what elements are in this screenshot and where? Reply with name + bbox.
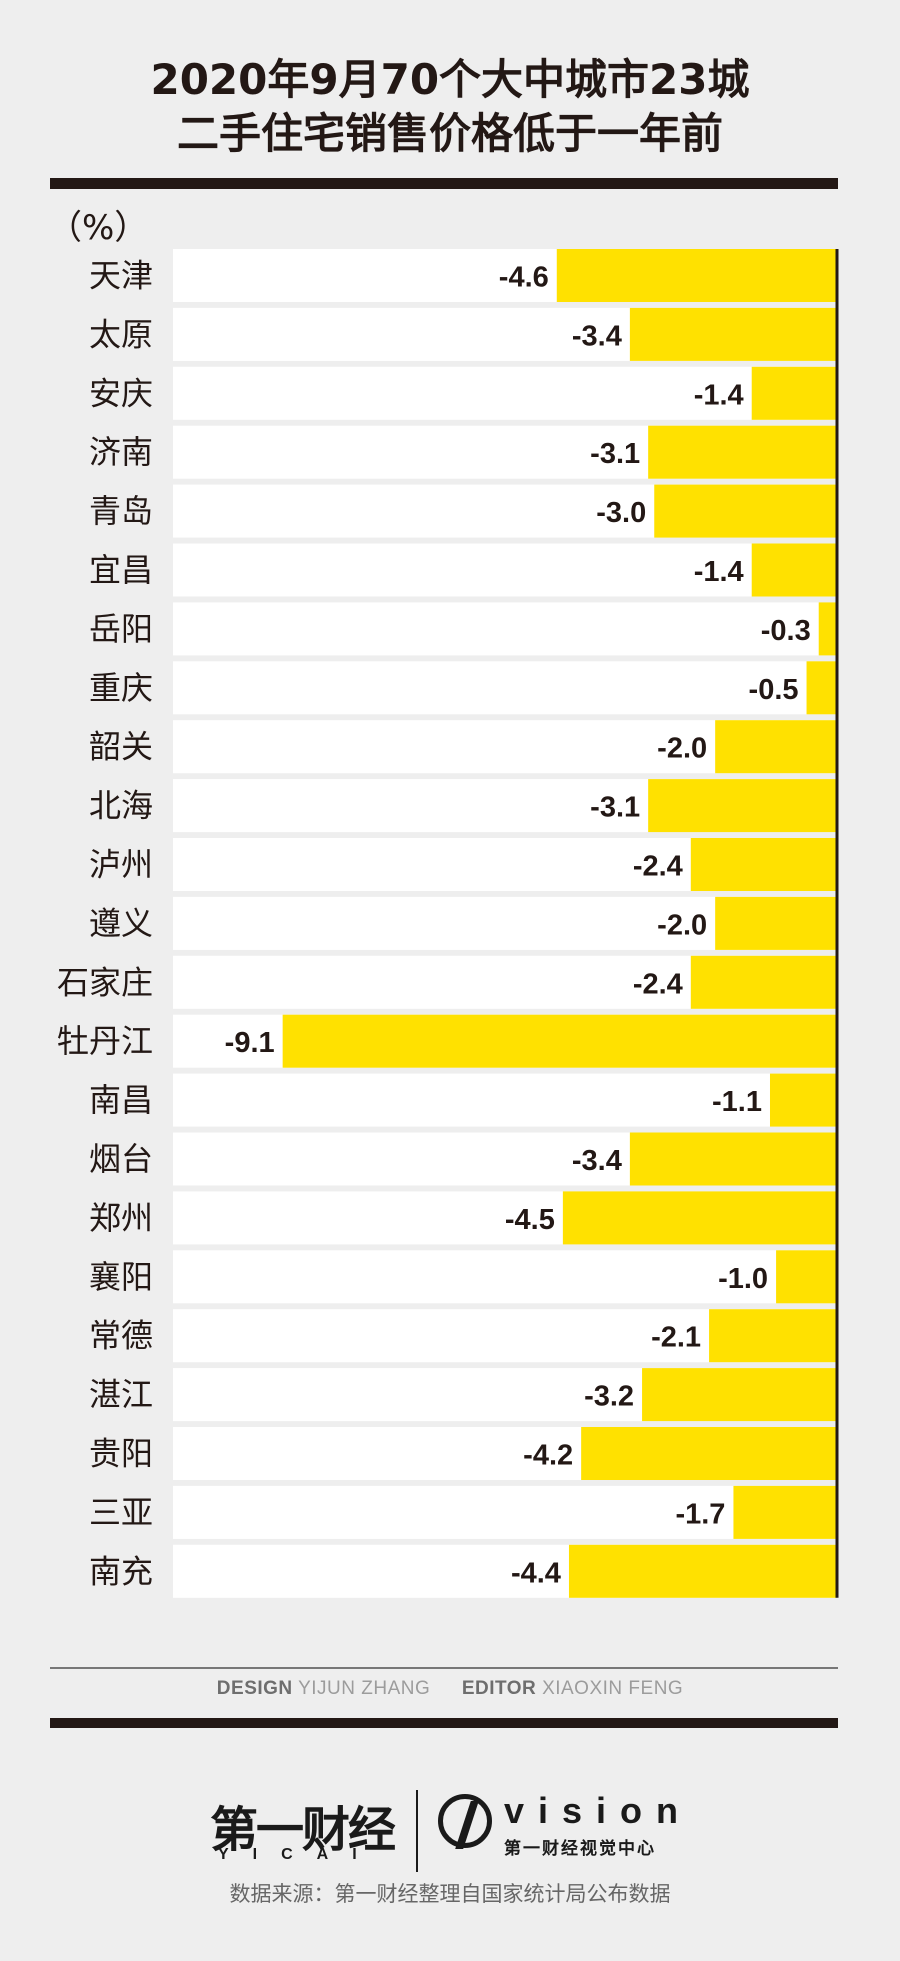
data-label: -3.0 <box>596 497 646 529</box>
row-background <box>173 1073 837 1127</box>
data-label: -1.0 <box>718 1263 768 1295</box>
bar <box>690 955 837 1009</box>
category-label: 济南 <box>89 433 153 471</box>
bar <box>648 779 837 833</box>
data-label: -1.4 <box>694 379 744 411</box>
row-background <box>173 602 837 656</box>
category-label: 南充 <box>89 1552 153 1590</box>
vision-logo-subtitle: 第一财经视觉中心 <box>504 1839 656 1859</box>
row-background <box>173 366 837 420</box>
bar <box>715 720 837 774</box>
category-label: 北海 <box>89 787 153 825</box>
bar <box>282 1014 837 1068</box>
category-label: 烟台 <box>89 1140 153 1178</box>
bar <box>629 307 837 361</box>
bar <box>751 543 837 597</box>
category-label: 襄阳 <box>89 1258 153 1296</box>
data-label: -0.5 <box>749 674 799 706</box>
data-label: -3.1 <box>590 792 640 824</box>
bar <box>709 1309 837 1363</box>
logo-separator <box>416 1790 418 1872</box>
data-label: -3.1 <box>590 438 640 470</box>
bar <box>751 366 837 420</box>
unit-label: （%） <box>48 208 149 248</box>
row-background <box>173 543 837 597</box>
bar <box>818 602 837 656</box>
category-label: 湛江 <box>89 1376 153 1414</box>
data-label: -1.1 <box>712 1086 762 1118</box>
category-label: 太原 <box>89 315 153 353</box>
yicai-logo: 第一财经 <box>210 1802 396 1858</box>
data-label: -2.4 <box>633 968 683 1000</box>
category-label: 牡丹江 <box>57 1022 153 1060</box>
data-label: -4.5 <box>505 1204 555 1236</box>
editor-name: XIAOXIN FENG <box>542 1678 684 1699</box>
title-divider <box>50 178 838 189</box>
bar <box>642 1368 837 1422</box>
data-label: -2.1 <box>651 1322 701 1354</box>
chart-title-line2: 二手住宅销售价格低于一年前 <box>176 109 723 158</box>
data-label: -1.4 <box>694 556 744 588</box>
chart-title-line1: 2020年9月70个大中城市23城 <box>150 55 750 104</box>
category-label: 青岛 <box>89 492 153 530</box>
row-background <box>173 1485 837 1539</box>
data-label: -3.4 <box>572 1145 622 1177</box>
category-label: 重庆 <box>89 669 153 707</box>
bar <box>806 661 837 715</box>
bar <box>581 1427 837 1480</box>
design-label: DESIGN <box>216 1678 293 1699</box>
data-label: -9.1 <box>225 1027 275 1059</box>
bar <box>556 249 837 302</box>
data-source: 数据来源：第一财经整理自国家统计局公布数据 <box>229 1882 671 1906</box>
data-label: -0.3 <box>761 615 811 647</box>
data-label: -4.6 <box>499 262 549 294</box>
yicai-logo-en: YICAI <box>218 1846 381 1863</box>
bottom-divider <box>50 1718 838 1728</box>
data-label: -1.7 <box>675 1498 725 1530</box>
vision-logo-icon <box>438 1794 492 1848</box>
category-label: 韶关 <box>89 728 153 766</box>
data-label: -4.4 <box>511 1557 561 1589</box>
category-label: 三亚 <box>89 1493 153 1531</box>
bar <box>715 896 837 950</box>
credits-line: DESIGN YIJUN ZHANG EDITOR XIAOXIN FENG <box>0 1678 900 1700</box>
category-label: 岳阳 <box>89 610 153 648</box>
category-label: 常德 <box>89 1317 153 1355</box>
category-label: 安庆 <box>89 374 153 412</box>
bar <box>776 1250 837 1304</box>
footer-divider <box>50 1667 838 1669</box>
data-label: -2.0 <box>657 909 707 941</box>
category-label: 南昌 <box>89 1081 153 1119</box>
bar <box>629 1132 837 1186</box>
row-background <box>173 661 837 715</box>
data-label: -4.2 <box>523 1440 573 1472</box>
data-label: -2.0 <box>657 733 707 765</box>
bar <box>568 1544 837 1598</box>
bar <box>733 1485 837 1539</box>
bar <box>654 484 837 538</box>
category-label: 天津 <box>89 257 153 295</box>
category-label: 泸州 <box>89 846 153 884</box>
category-label: 宜昌 <box>89 551 153 589</box>
category-label: 遵义 <box>89 904 153 942</box>
row-background <box>173 1250 837 1304</box>
category-label: 石家庄 <box>57 963 153 1001</box>
bar <box>769 1073 837 1127</box>
bar <box>648 425 837 479</box>
category-label: 郑州 <box>89 1199 153 1237</box>
vision-logo-text: vision <box>504 1790 693 1831</box>
bar <box>690 838 837 891</box>
editor-label: EDITOR <box>461 1678 537 1699</box>
category-label: 贵阳 <box>89 1435 153 1473</box>
data-label: -3.4 <box>572 320 622 352</box>
design-name: YIJUN ZHANG <box>298 1678 431 1699</box>
data-label: -2.4 <box>633 851 683 883</box>
bar <box>562 1191 837 1245</box>
data-label: -3.2 <box>584 1381 634 1413</box>
